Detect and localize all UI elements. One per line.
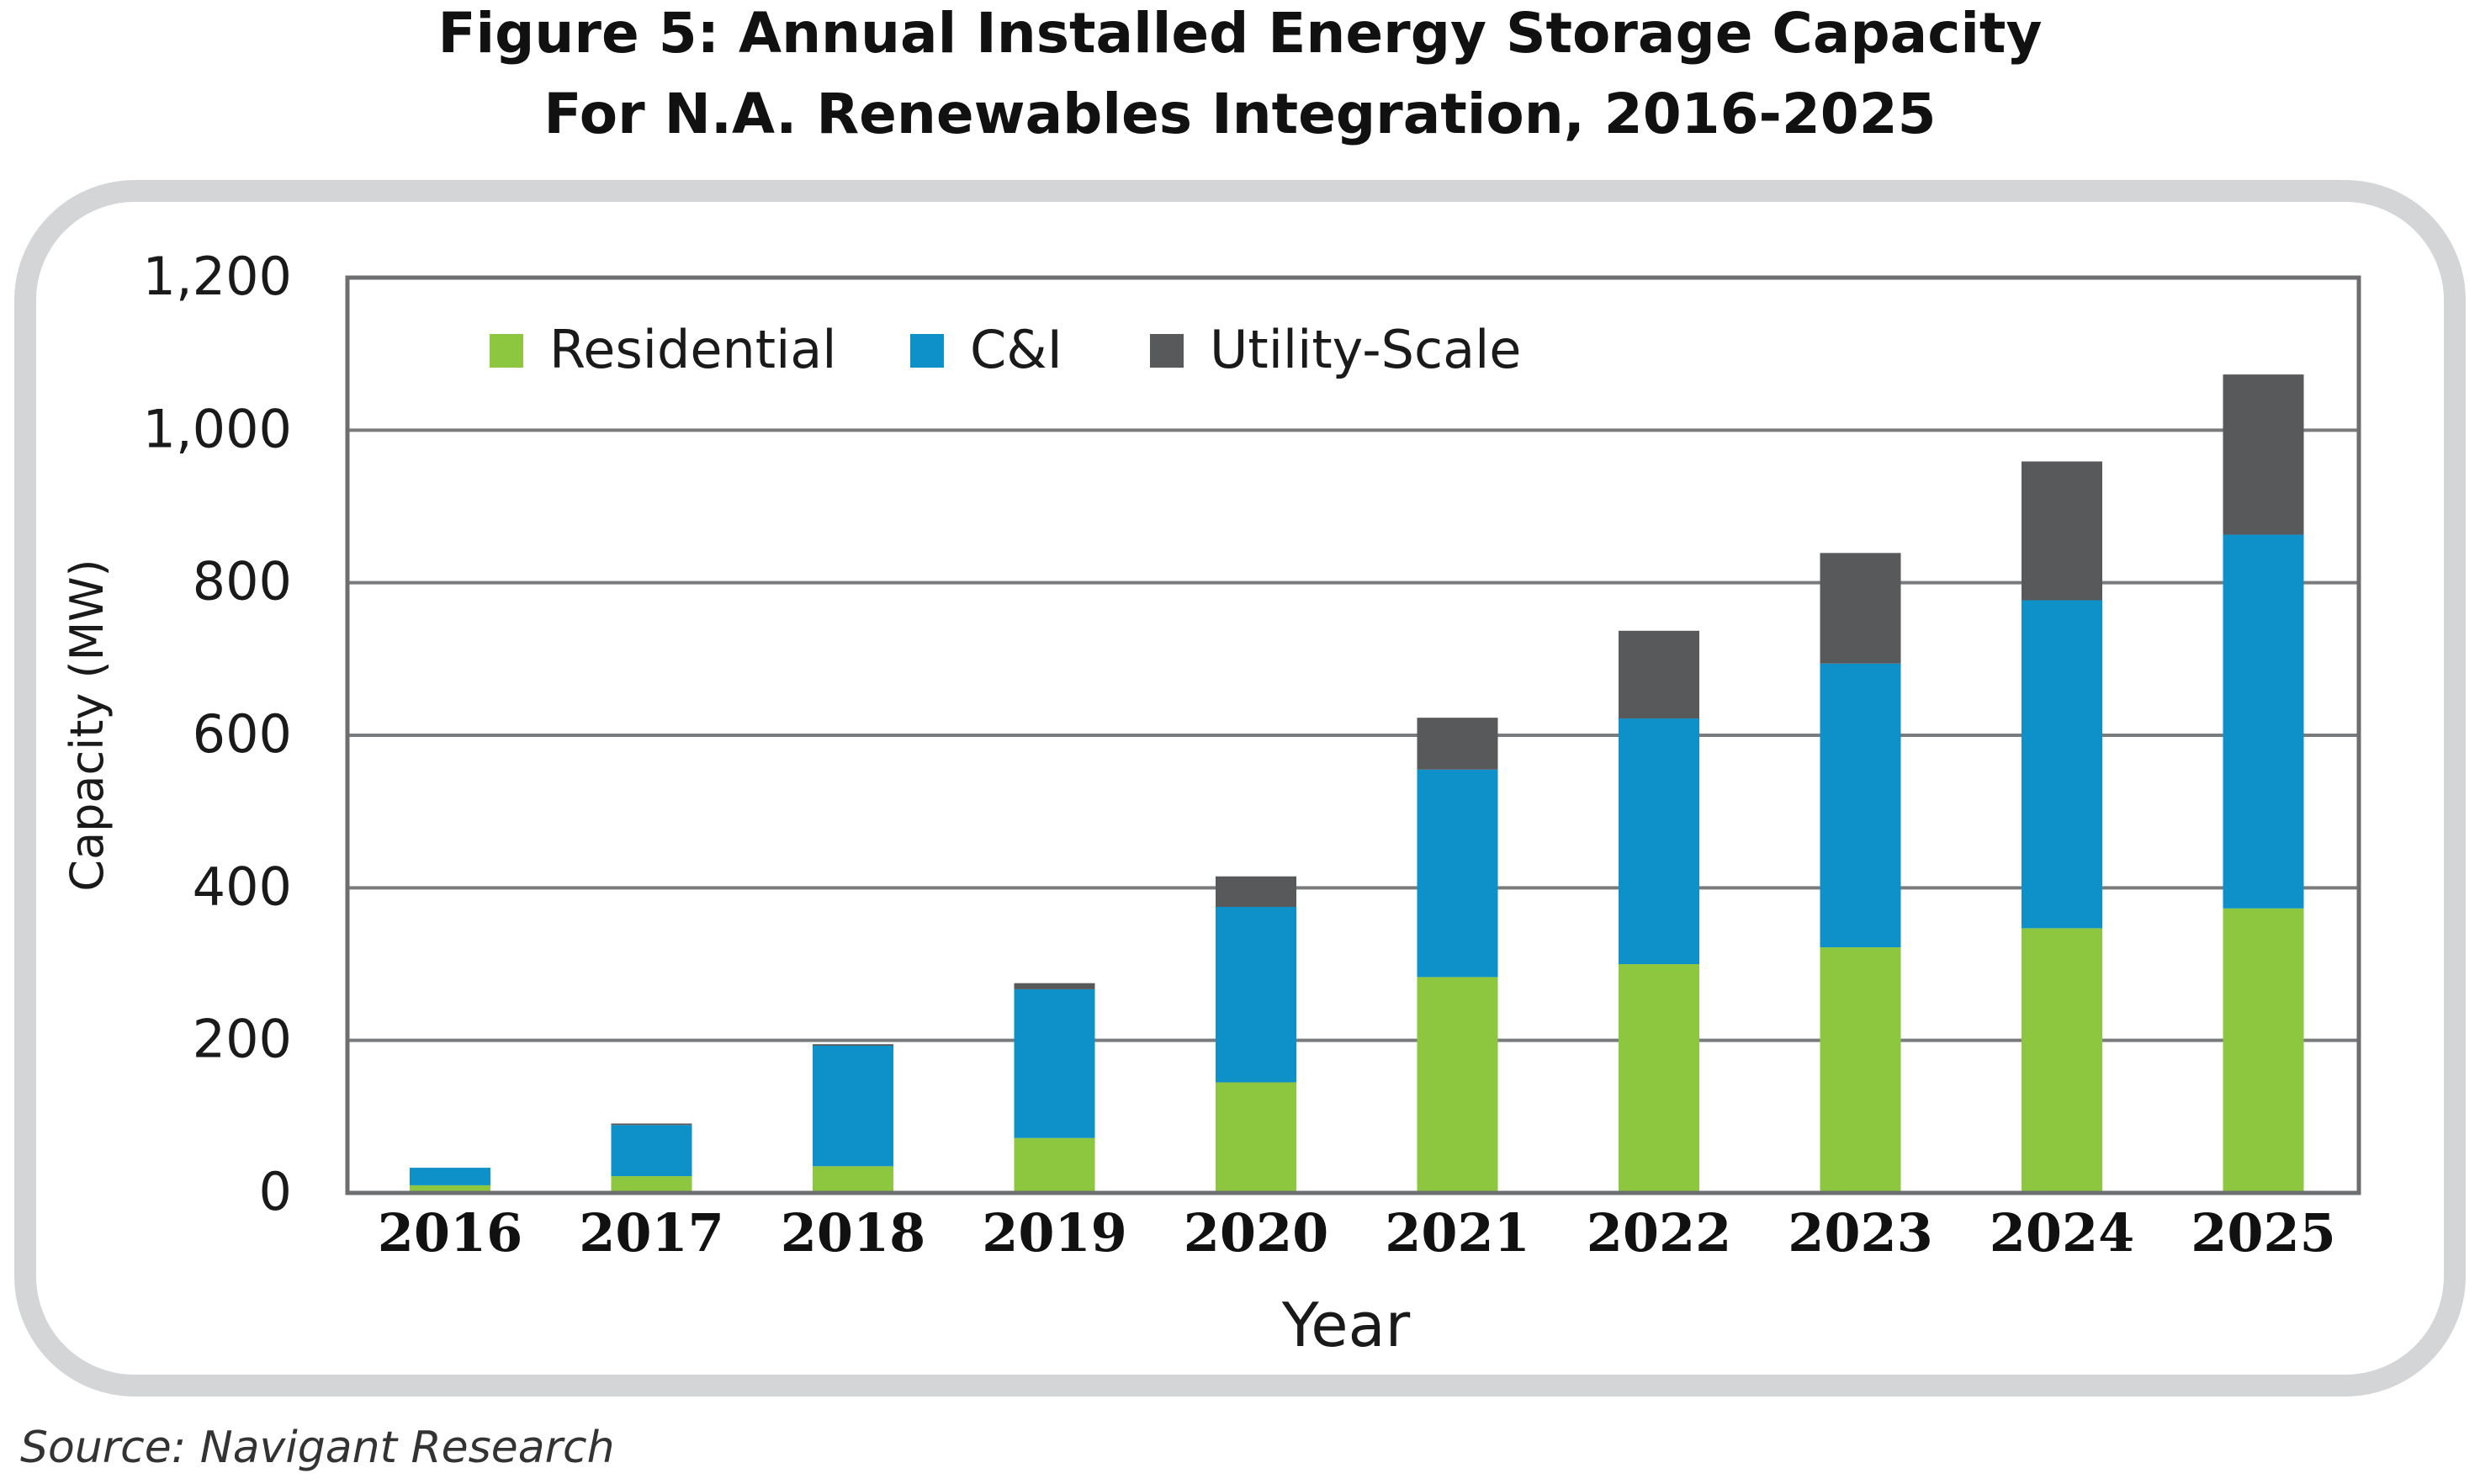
y-tick-label: 800 — [193, 551, 292, 612]
chart-title-line2: For N.A. Renewables Integration, 2016-20… — [543, 82, 1936, 146]
bar-2022-c-i — [1619, 718, 1699, 964]
x-tick-label: 2020 — [1184, 1202, 1329, 1264]
bar-2018-utility-scale — [813, 1044, 893, 1047]
y-axis-title: Capacity (MW) — [61, 559, 114, 891]
x-axis-ticks: 2016 2017 2018 2019 2020 2021 2022 2023 2024 2025 — [378, 1202, 2336, 1264]
bar-2024-c-i — [2022, 600, 2102, 929]
bar-2021-c-i — [1417, 769, 1498, 978]
x-tick-label: 2025 — [2191, 1202, 2336, 1264]
bar-2023-c-i — [1820, 663, 1901, 948]
bar-2021-utility-scale — [1417, 718, 1498, 770]
x-tick-label: 2021 — [1385, 1202, 1530, 1264]
legend: Residential C&I Utility-Scale — [490, 319, 1521, 380]
legend-label: Utility-Scale — [1210, 319, 1521, 380]
bar-2018-residential — [813, 1166, 893, 1193]
x-tick-label: 2017 — [579, 1202, 724, 1264]
bar-2020-c-i — [1216, 907, 1296, 1083]
bar-2017-utility-scale — [611, 1123, 692, 1126]
x-axis-title: Year — [1281, 1290, 1411, 1360]
bar-2022-utility-scale — [1619, 630, 1699, 719]
legend-swatch — [1150, 334, 1184, 368]
bars — [410, 374, 2304, 1193]
bar-2021-residential — [1417, 977, 1498, 1193]
y-tick-label: 0 — [259, 1161, 292, 1222]
x-tick-label: 2018 — [781, 1202, 926, 1264]
y-tick-label: 200 — [193, 1009, 292, 1070]
bar-2017-c-i — [611, 1125, 692, 1177]
legend-swatch — [490, 334, 523, 368]
bar-2016-c-i — [410, 1168, 490, 1185]
bar-2020-utility-scale — [1216, 876, 1296, 907]
bar-2016-residential — [410, 1185, 490, 1193]
y-tick-label: 600 — [193, 703, 292, 765]
bar-2022-residential — [1619, 964, 1699, 1193]
x-tick-label: 2016 — [378, 1202, 523, 1264]
legend-label: C&I — [970, 319, 1062, 380]
y-axis-ticks: 0 200 400 600 800 1,000 1,200 — [143, 246, 293, 1222]
bar-2025-utility-scale — [2223, 374, 2304, 535]
x-tick-label: 2024 — [1990, 1202, 2135, 1264]
y-tick-label: 1,000 — [143, 398, 293, 459]
chart-title-line1: Figure 5: Annual Installed Energy Storag… — [437, 1, 2042, 66]
bar-2020-residential — [1216, 1082, 1296, 1193]
bar-2024-residential — [2022, 928, 2102, 1193]
bar-2024-utility-scale — [2022, 461, 2102, 601]
bar-2023-utility-scale — [1820, 553, 1901, 664]
bar-2025-residential — [2223, 908, 2304, 1193]
x-tick-label: 2023 — [1788, 1202, 1933, 1264]
bar-2018-c-i — [813, 1046, 893, 1167]
bar-2025-c-i — [2223, 534, 2304, 909]
y-tick-label: 1,200 — [143, 246, 293, 307]
x-tick-label: 2022 — [1587, 1202, 1732, 1264]
x-tick-label: 2019 — [982, 1202, 1127, 1264]
y-tick-label: 400 — [193, 856, 292, 917]
bar-2019-residential — [1014, 1137, 1095, 1193]
plot-area-border — [345, 275, 2361, 1195]
bar-2017-residential — [611, 1176, 692, 1193]
source-note: Source: Navigant Research — [20, 1423, 615, 1473]
legend-label: Residential — [549, 319, 837, 380]
legend-swatch — [910, 334, 944, 368]
bar-2019-utility-scale — [1014, 983, 1095, 989]
bar-2019-c-i — [1014, 988, 1095, 1138]
bar-2023-residential — [1820, 947, 1901, 1193]
